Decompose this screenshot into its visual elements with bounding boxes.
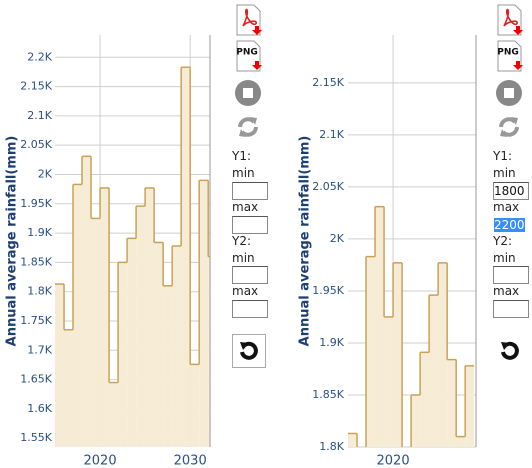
step-fill xyxy=(163,285,173,447)
step-fill xyxy=(465,365,475,447)
step-fill xyxy=(208,256,210,447)
step-fill xyxy=(181,67,191,447)
y2-min-input[interactable] xyxy=(493,266,529,284)
png-export[interactable]: PNG xyxy=(234,40,264,72)
y1-min-label: min xyxy=(493,166,516,180)
y-tick-label: 2.2K xyxy=(27,50,52,63)
apply-button[interactable] xyxy=(493,334,527,368)
step-fill xyxy=(411,394,421,447)
step-fill xyxy=(55,284,65,447)
y-tick-label: 2K xyxy=(38,167,53,180)
y-tick-label: 1.7K xyxy=(27,343,52,356)
y-tick-label: 2.1K xyxy=(27,109,52,122)
step-fill xyxy=(145,187,155,447)
pdf-export[interactable] xyxy=(495,4,525,36)
step-fill xyxy=(82,156,92,447)
plot-area: 1.8K 1.85K 1.9K 1.95K 2K 2.05K 2.1K 2.15K 2020 An… xyxy=(298,35,477,468)
y-tick-label: 1.9K xyxy=(27,226,52,239)
step-fill xyxy=(438,262,448,447)
step-fill xyxy=(118,262,128,447)
step-fill xyxy=(456,436,466,447)
y2-min-label: min xyxy=(493,251,516,265)
y2-max-input[interactable] xyxy=(493,300,529,318)
step-fill xyxy=(366,256,376,447)
step-fill xyxy=(109,382,119,447)
step-fill xyxy=(136,206,146,447)
y-tick-label: 1.8K xyxy=(27,285,52,298)
step-fill xyxy=(348,433,358,447)
step-fill xyxy=(64,329,74,447)
y1-label: Y1: xyxy=(493,149,513,163)
y-tick-label: 2.05K xyxy=(312,180,344,193)
y-tick-label: 2.15K xyxy=(312,76,344,89)
y1-label: Y1: xyxy=(232,149,252,163)
selected-text: 2200 xyxy=(494,218,525,232)
step-fill xyxy=(357,447,366,468)
y-tick-label: 1.65K xyxy=(20,373,52,386)
png-export[interactable]: PNG xyxy=(495,40,525,72)
step-fill xyxy=(420,352,430,447)
y-tick-label: 2.1K xyxy=(319,128,344,141)
step-fill xyxy=(429,295,439,447)
step-fill xyxy=(100,187,110,447)
y-tick-label: 1.6K xyxy=(27,402,52,415)
y2-max-input[interactable] xyxy=(232,300,268,318)
step-fill xyxy=(154,242,164,447)
step-fill xyxy=(190,364,200,447)
x-tick-label: 2020 xyxy=(84,454,117,468)
refresh-button[interactable] xyxy=(495,112,525,142)
y-tick-label: 1.9K xyxy=(319,336,344,349)
series xyxy=(55,66,210,447)
y-axis-title: Annual average rainfall(mm) xyxy=(5,136,20,347)
apply-button[interactable] xyxy=(232,334,266,368)
step-fill xyxy=(375,206,385,447)
pdf-export[interactable] xyxy=(234,4,264,36)
refresh-button[interactable] xyxy=(234,112,264,142)
png-label: PNG xyxy=(236,48,258,58)
series xyxy=(348,205,475,468)
y-tick-label: 1.75K xyxy=(20,314,52,327)
toolbar: PNG Y1: min max Y2: min max xyxy=(232,0,272,468)
y1-min-label: min xyxy=(232,166,255,180)
stop-button[interactable] xyxy=(495,78,525,108)
step-fill xyxy=(384,316,394,447)
y-tick-label: 2.05K xyxy=(20,138,52,151)
y2-min-input[interactable] xyxy=(232,266,268,284)
y2-max-label: max xyxy=(232,284,259,298)
x-tick-label: 2020 xyxy=(377,454,410,468)
step-fill xyxy=(91,218,101,447)
y-tick-label: 1.8K xyxy=(319,440,344,453)
y-tick-label: 2K xyxy=(330,232,345,245)
y-tick-label: 1.85K xyxy=(20,255,52,268)
y-axis-title: Annual average rainfall(mm) xyxy=(298,136,313,347)
y2-max-label: max xyxy=(493,284,520,298)
y1-min-input[interactable] xyxy=(232,182,268,200)
y2-label: Y2: xyxy=(493,234,513,248)
x-tick-label: 2030 xyxy=(174,454,207,468)
y2-label: Y2: xyxy=(232,234,252,248)
y-tick-label: 1.95K xyxy=(312,284,344,297)
y1-max-input[interactable] xyxy=(232,216,268,234)
y-tick-label: 1.55K xyxy=(20,431,52,444)
y-tick-label: 1.85K xyxy=(312,388,344,401)
y1-max-label: max xyxy=(232,200,259,214)
png-label: PNG xyxy=(497,48,519,58)
y1-max-input[interactable]: 2200 xyxy=(493,216,529,234)
y2-min-label: min xyxy=(232,251,255,265)
step-fill xyxy=(73,184,83,447)
step-fill xyxy=(199,180,209,447)
y1-max-label: max xyxy=(493,200,520,214)
step-fill xyxy=(447,359,457,447)
step-fill xyxy=(127,238,137,447)
plot-area: 1.55K 1.6K 1.65K 1.7K 1.75K 1.8K 1.85K 1.9K 1.95… xyxy=(5,35,211,468)
toolbar: PNG Y1: min 1800 max 2200 Y2: min max xyxy=(493,0,532,468)
y-tick-label: 2.15K xyxy=(20,80,52,93)
y1-min-input[interactable]: 1800 xyxy=(493,182,529,200)
stop-button[interactable] xyxy=(234,78,264,108)
step-fill xyxy=(172,245,182,447)
step-fill xyxy=(393,262,403,447)
y-tick-label: 1.95K xyxy=(20,197,52,210)
